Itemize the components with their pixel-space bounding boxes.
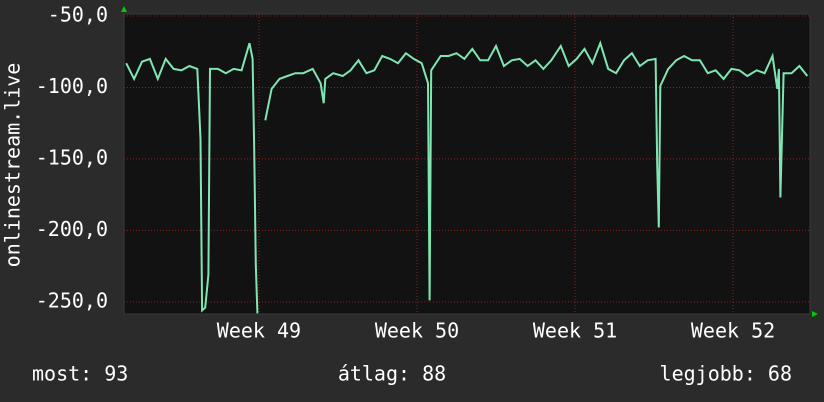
- y-tick-label: -100,0: [36, 74, 108, 98]
- y-tick-label: -50,0: [48, 3, 108, 27]
- axis-arrow: [121, 6, 127, 12]
- x-tick-label: Week 49: [217, 319, 301, 343]
- x-tick-label: Week 50: [375, 319, 459, 343]
- footer-stat: legjobb: 68: [660, 362, 792, 386]
- x-tick-label: Week 52: [691, 319, 775, 343]
- y-tick-label: -200,0: [36, 217, 108, 241]
- series-line: [125, 40, 809, 314]
- plot-area: [123, 13, 811, 315]
- x-tick-label: Week 51: [533, 319, 617, 343]
- y-tick-label: -250,0: [36, 288, 108, 312]
- y-tick-label: -150,0: [36, 145, 108, 169]
- axis-arrow: [812, 311, 818, 317]
- y-axis-label: onlinestream.live: [1, 63, 25, 268]
- footer-stat: átlag: 88: [338, 362, 446, 386]
- footer-stat: most: 93: [32, 362, 128, 386]
